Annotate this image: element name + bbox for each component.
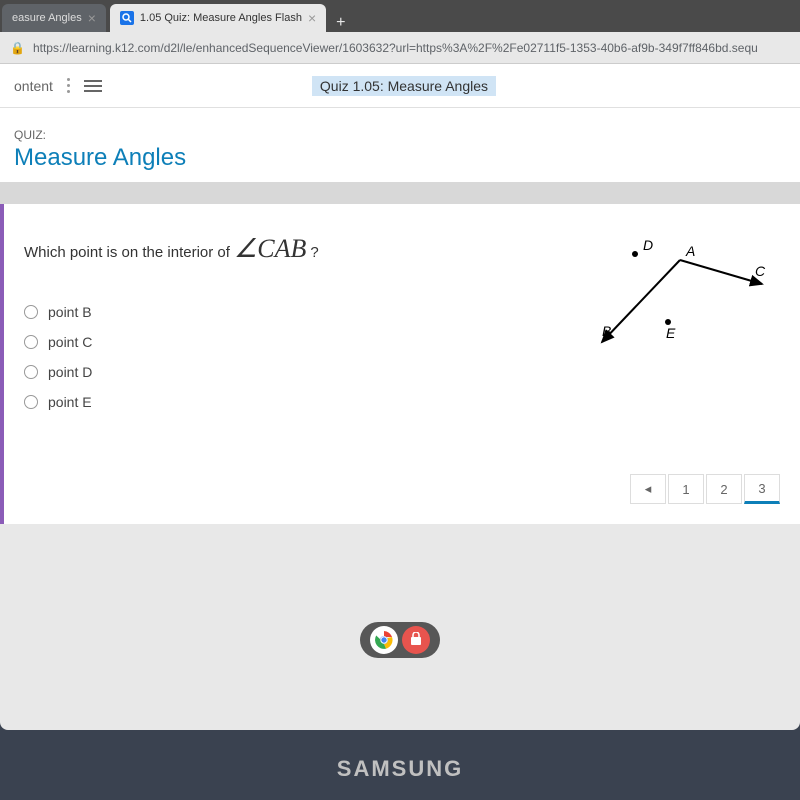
more-icon[interactable] bbox=[67, 78, 70, 93]
svg-text:A: A bbox=[685, 243, 695, 259]
question-prefix: Which point is on the interior of bbox=[24, 244, 230, 261]
laptop-brand: SAMSUNG bbox=[337, 756, 463, 782]
page-2-button[interactable]: 2 bbox=[706, 474, 742, 504]
chrome-shelf bbox=[360, 622, 440, 658]
screen: easure Angles × 1.05 Quiz: Measure Angle… bbox=[0, 0, 800, 730]
angle-diagram: D A C E B bbox=[510, 234, 770, 384]
option-label: point B bbox=[48, 304, 92, 320]
store-icon[interactable] bbox=[402, 626, 430, 654]
radio-icon[interactable] bbox=[24, 395, 38, 409]
question-suffix: ? bbox=[310, 244, 318, 261]
search-icon bbox=[120, 11, 134, 25]
tab-label: easure Angles bbox=[12, 12, 82, 24]
page-3-button[interactable]: 3 bbox=[744, 474, 780, 504]
option-label: point C bbox=[48, 334, 92, 350]
question-panel: Which point is on the interior of ∠CAB? … bbox=[0, 204, 800, 524]
page-1-button[interactable]: 1 bbox=[668, 474, 704, 504]
tab-inactive[interactable]: easure Angles × bbox=[2, 4, 106, 32]
prev-page-button[interactable]: ◂ bbox=[630, 474, 666, 504]
browser-tabs: easure Angles × 1.05 Quiz: Measure Angle… bbox=[0, 0, 800, 32]
tab-active[interactable]: 1.05 Quiz: Measure Angles Flash × bbox=[110, 4, 326, 32]
svg-text:E: E bbox=[666, 325, 676, 341]
close-icon[interactable]: × bbox=[88, 10, 96, 26]
close-icon[interactable]: × bbox=[308, 10, 316, 26]
lock-icon: 🔒 bbox=[10, 41, 25, 55]
menu-icon[interactable] bbox=[84, 80, 102, 92]
url-text: https://learning.k12.com/d2l/le/enhanced… bbox=[33, 41, 758, 55]
page-title: Quiz 1.05: Measure Angles bbox=[312, 76, 496, 96]
chrome-icon[interactable] bbox=[370, 626, 398, 654]
quiz-name: Measure Angles bbox=[14, 144, 786, 172]
content-label[interactable]: ontent bbox=[14, 78, 53, 94]
svg-text:C: C bbox=[755, 263, 766, 279]
option-e[interactable]: point E bbox=[24, 394, 780, 410]
radio-icon[interactable] bbox=[24, 365, 38, 379]
svg-text:B: B bbox=[602, 323, 611, 339]
angle-expression: ∠CAB bbox=[234, 234, 306, 264]
quiz-header: QUIZ: Measure Angles bbox=[0, 108, 800, 182]
radio-icon[interactable] bbox=[24, 305, 38, 319]
divider bbox=[0, 182, 800, 204]
radio-icon[interactable] bbox=[24, 335, 38, 349]
svg-text:D: D bbox=[643, 237, 653, 253]
pagination: ◂ 1 2 3 bbox=[630, 474, 780, 504]
page-toolbar: ontent Quiz 1.05: Measure Angles bbox=[0, 64, 800, 108]
quiz-label: QUIZ: bbox=[14, 128, 786, 142]
url-bar[interactable]: 🔒 https://learning.k12.com/d2l/le/enhanc… bbox=[0, 32, 800, 64]
tab-label: 1.05 Quiz: Measure Angles Flash bbox=[140, 12, 302, 24]
option-label: point D bbox=[48, 364, 92, 380]
new-tab-button[interactable]: + bbox=[326, 14, 355, 32]
option-label: point E bbox=[48, 394, 92, 410]
